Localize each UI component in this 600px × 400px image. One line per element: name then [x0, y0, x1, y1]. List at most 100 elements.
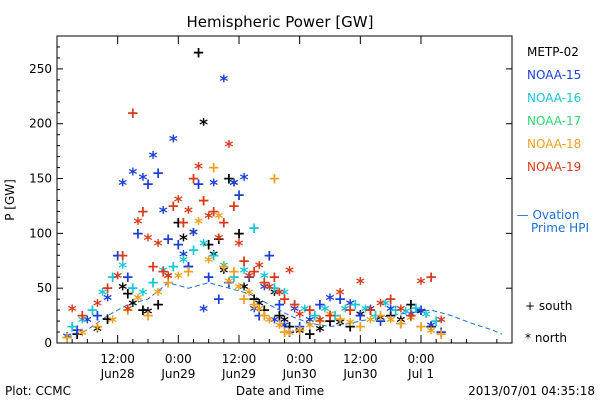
data-point-noaa-16: + [86, 301, 99, 319]
data-point-noaa-15: + [253, 307, 266, 325]
data-point-noaa-15: + [435, 323, 448, 341]
data-point-noaa-16: + [248, 219, 261, 237]
y-axis-label: P [GW] [3, 179, 17, 221]
data-point-metp-02: * [219, 264, 228, 284]
data-point-noaa-15: + [212, 290, 225, 308]
data-point-noaa-16: + [349, 296, 362, 314]
data-point-noaa-15: * [386, 302, 395, 322]
points-layer: + *+*+* +* +*+*+*+*+*+*+*+* +*+*+*+ * + *+ * + * +*… [61, 43, 448, 349]
data-point-metp-02: + [202, 235, 215, 253]
data-point-noaa-18: + [314, 312, 327, 330]
data-point-noaa-16: * [98, 286, 107, 306]
data-point-metp-02: * [315, 322, 324, 342]
data-point-noaa-16: * [320, 302, 329, 322]
data-point-metp-02: + [405, 296, 418, 314]
data-point-metp-02: + [212, 230, 225, 248]
data-point-metp-02: + [192, 43, 205, 61]
data-point-metp-02: * [295, 324, 304, 344]
data-point-noaa-18: * [346, 315, 355, 335]
data-point-noaa-15: * [149, 149, 158, 169]
data-point-noaa-15: * [128, 165, 137, 185]
data-point-metp-02: * [209, 247, 218, 267]
data-point-noaa-18: * [305, 319, 314, 339]
data-point-noaa-19: * [194, 160, 203, 180]
data-point-metp-02: + [121, 285, 134, 303]
data-point-noaa-19: + [303, 301, 316, 319]
ovation-hpi-line [66, 282, 503, 338]
ovation-label-line2: Prime HPI [531, 221, 589, 235]
data-point-noaa-18: * [133, 291, 142, 311]
data-point-noaa-19: * [174, 192, 183, 212]
data-point-noaa-19: * [396, 302, 405, 322]
y-tick-label: 250 [29, 62, 52, 76]
data-point-noaa-16: + [268, 279, 281, 297]
data-point-noaa-15: * [219, 72, 228, 92]
data-point-noaa-16: * [179, 253, 188, 273]
marker-south-legend: + south [525, 299, 572, 313]
data-point-noaa-18: + [415, 318, 428, 336]
data-point-noaa-19: + [197, 191, 210, 209]
data-point-noaa-18: * [275, 319, 284, 339]
data-point-noaa-18: * [174, 269, 183, 289]
x-tick-label-time: 12:00 [100, 352, 135, 366]
data-point-noaa-18: + [162, 274, 175, 292]
data-point-noaa-15: * [290, 302, 299, 322]
data-point-noaa-19: * [133, 214, 142, 234]
data-point-noaa-16: + [127, 279, 140, 297]
data-point-noaa-16: + [147, 274, 160, 292]
data-point-metp-02: + [137, 301, 150, 319]
data-point-metp-02: * [376, 311, 385, 331]
data-point-noaa-15: + [202, 268, 215, 286]
data-point-noaa-16: * [341, 302, 350, 322]
x-axis-label: Date and Time [236, 384, 324, 398]
data-point-noaa-19: * [144, 231, 153, 251]
data-point-noaa-18: * [245, 286, 254, 306]
data-point-metp-02: * [270, 286, 279, 306]
data-point-noaa-15: + [172, 235, 185, 253]
data-point-metp-02: * [240, 280, 249, 300]
data-point-noaa-18: * [255, 302, 264, 322]
data-point-metp-02: * [189, 225, 198, 245]
data-point-noaa-16: * [401, 304, 410, 324]
data-point-metp-02: + [364, 301, 377, 319]
data-point-noaa-15: * [118, 176, 127, 196]
data-point-noaa-18: * [406, 311, 415, 331]
data-point-noaa-16: * [260, 269, 269, 289]
y-tick-label: 50 [37, 281, 52, 295]
data-point-noaa-15: * [169, 132, 178, 152]
data-point-noaa-19: * [356, 275, 365, 295]
x-tick-label-date: Jun30 [342, 367, 377, 381]
data-point-noaa-15: + [263, 246, 276, 264]
data-point-noaa-19: * [285, 264, 294, 284]
x-tick-label-time: 12:00 [222, 352, 257, 366]
ovation-line-layer [66, 282, 503, 338]
data-point-metp-02: + [233, 224, 246, 242]
data-point-noaa-19: + [268, 268, 281, 286]
data-point-noaa-16: * [422, 308, 431, 328]
data-point-noaa-18: + [394, 314, 407, 332]
data-point-noaa-15: * [83, 313, 92, 333]
data-point-noaa-18: * [194, 214, 203, 234]
y-tick-label: 150 [29, 172, 52, 186]
data-point-noaa-19: * [123, 302, 132, 322]
chart-title: Hemispheric Power [GW] [187, 13, 374, 31]
data-point-noaa-15: * [138, 171, 147, 191]
data-point-metp-02: * [396, 313, 405, 333]
data-point-noaa-18: * [214, 209, 223, 229]
data-point-noaa-16: * [381, 297, 390, 317]
data-point-metp-02: * [118, 280, 127, 300]
data-point-noaa-18: + [435, 325, 448, 343]
data-point-metp-02: + [172, 213, 185, 231]
data-point-noaa-16: + [66, 318, 79, 336]
data-point-noaa-19: * [204, 209, 213, 229]
data-point-noaa-19: + [324, 307, 337, 325]
data-point-noaa-15: * [240, 171, 249, 191]
data-point-noaa-18: + [354, 318, 367, 336]
data-point-noaa-18: * [224, 275, 233, 295]
data-point-noaa-19: + [207, 202, 220, 220]
ovation-label-line1: — Ovation [517, 208, 580, 222]
data-point-noaa-18: * [78, 326, 87, 346]
data-point-noaa-19: + [248, 263, 261, 281]
data-point-noaa-18: * [265, 313, 274, 333]
